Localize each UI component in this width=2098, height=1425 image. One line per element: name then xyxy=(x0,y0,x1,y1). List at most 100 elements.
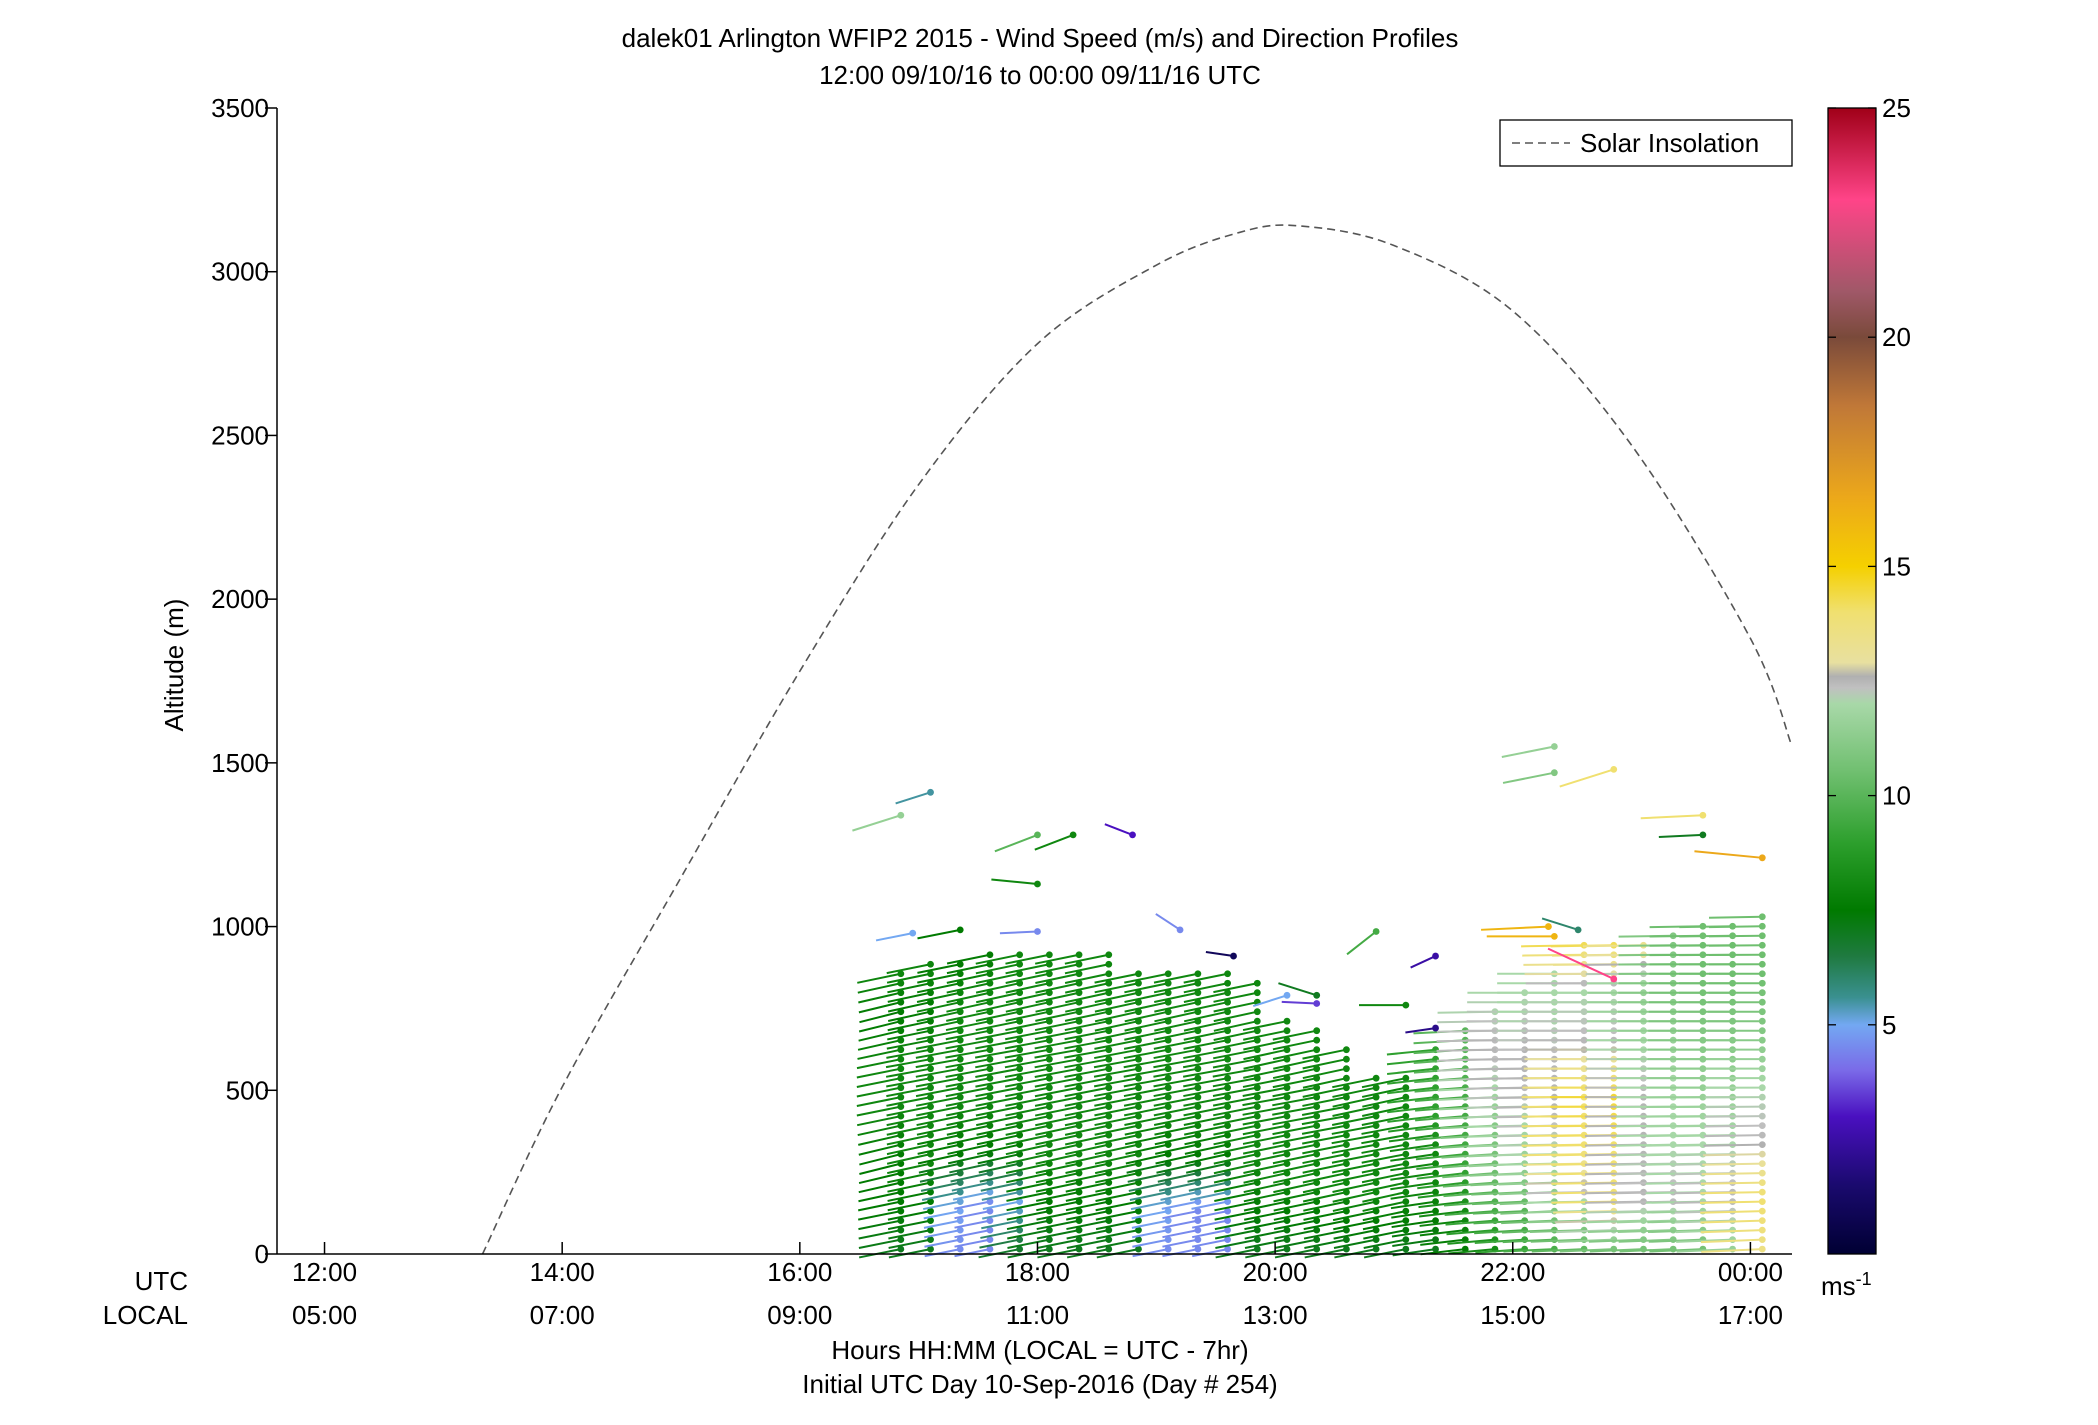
wind-barb-dot xyxy=(1545,923,1552,930)
wind-barb xyxy=(1702,1160,1766,1168)
wind-barb xyxy=(1302,1150,1350,1165)
wind-barb xyxy=(1034,1065,1083,1078)
wind-barb xyxy=(1066,1207,1113,1221)
wind-barb-dot xyxy=(1105,1198,1113,1206)
wind-barb xyxy=(1004,1065,1053,1078)
wind-barb xyxy=(1303,1217,1350,1231)
wind-barb-shaft xyxy=(1094,1086,1139,1098)
wind-barb-dot xyxy=(1283,1074,1291,1082)
wind-barb xyxy=(1214,1217,1261,1231)
wind-barb xyxy=(895,788,934,805)
wind-barb-shaft xyxy=(1094,972,1139,984)
wind-barb xyxy=(1007,1226,1053,1240)
wind-barb xyxy=(1709,922,1766,930)
wind-barb-shaft xyxy=(946,953,991,965)
wind-barb-shaft xyxy=(1154,1134,1199,1146)
wind-barb xyxy=(945,1093,994,1107)
wind-barb xyxy=(1205,950,1237,960)
wind-barb-dot xyxy=(927,1046,934,1054)
wind-barb-dot xyxy=(1135,1179,1142,1187)
wind-barb-shaft xyxy=(887,982,931,994)
wind-barb-shaft xyxy=(1124,982,1169,994)
wind-barb-shaft xyxy=(994,833,1038,853)
wind-barb-shaft xyxy=(1390,1191,1436,1200)
wind-barb-dot xyxy=(1045,979,1053,987)
wind-barb-shaft xyxy=(945,1039,991,1050)
wind-barb-shaft xyxy=(954,1238,991,1248)
wind-barb xyxy=(1093,1074,1142,1088)
wind-barb-shaft xyxy=(1442,1172,1496,1179)
wind-barb-shaft xyxy=(915,1096,961,1107)
wind-barb xyxy=(982,1207,1024,1220)
wind-barb xyxy=(1243,1160,1291,1174)
wind-barb-dot xyxy=(1580,1236,1588,1243)
local-row-label: LOCAL xyxy=(103,1300,188,1330)
wind-barb-shaft xyxy=(1361,1134,1407,1145)
wind-barb-dot xyxy=(956,1055,964,1063)
wind-barb xyxy=(1183,1112,1231,1127)
wind-barb-shaft xyxy=(1332,1200,1377,1212)
wind-barb-shaft xyxy=(919,1172,961,1183)
wind-barb-dot xyxy=(1283,1055,1291,1063)
wind-barb-dot xyxy=(1343,1217,1350,1225)
wind-barb-shaft xyxy=(1094,1039,1139,1050)
wind-barb-shaft xyxy=(1094,1162,1139,1175)
wind-barb-dot xyxy=(1283,1093,1291,1101)
wind-barb-dot xyxy=(897,989,905,997)
wind-barb-dot xyxy=(1669,1236,1677,1243)
wind-barb xyxy=(945,1017,994,1032)
wind-barb-shaft xyxy=(1302,1134,1347,1145)
wind-barb-dot xyxy=(1313,1122,1321,1130)
wind-barb-dot xyxy=(1758,1131,1766,1139)
wind-barb xyxy=(1708,960,1766,968)
wind-barb-dot xyxy=(1253,1084,1261,1092)
wind-barb-shaft xyxy=(1588,1238,1644,1243)
wind-barb xyxy=(1708,998,1766,1006)
wind-barb-dot xyxy=(1075,1198,1083,1206)
wind-barb xyxy=(1213,1131,1261,1146)
wind-barb-shaft xyxy=(1700,1219,1763,1224)
wind-barb-shaft xyxy=(887,1029,931,1041)
wind-barb-dot xyxy=(1069,831,1077,839)
wind-barb xyxy=(975,1084,1024,1098)
wind-barb-dot xyxy=(1224,1236,1231,1243)
wind-barb-shaft xyxy=(1361,1077,1407,1089)
wind-barb xyxy=(1704,1112,1766,1120)
wind-barb-dot xyxy=(1283,1036,1291,1044)
wind-barb-dot xyxy=(1105,1036,1113,1044)
wind-barb-shaft xyxy=(1036,1229,1080,1240)
wind-barb-shaft xyxy=(1214,1200,1258,1212)
wind-barb xyxy=(1502,769,1558,784)
wind-barb-shaft xyxy=(858,1029,902,1042)
wind-barb-shaft xyxy=(1095,1181,1139,1193)
wind-barb-dot xyxy=(956,1198,964,1206)
wind-barb-dot xyxy=(897,970,905,978)
wind-barb xyxy=(1064,951,1113,965)
wind-barb xyxy=(858,1179,905,1194)
wind-barb xyxy=(1242,1131,1291,1145)
wind-barb-dot xyxy=(956,960,964,968)
wind-barb-shaft xyxy=(1124,1001,1169,1013)
wind-barb xyxy=(1361,1112,1410,1126)
wind-barb-shaft xyxy=(1213,1181,1258,1193)
wind-barb xyxy=(1095,1198,1142,1212)
wind-barb xyxy=(924,1236,964,1248)
wind-barb-shaft xyxy=(1123,1048,1169,1060)
wind-barb xyxy=(856,1103,905,1117)
wind-barb-shaft xyxy=(1443,1200,1496,1207)
wind-barb xyxy=(917,1141,964,1155)
wind-barb xyxy=(886,970,934,984)
wind-barb-dot xyxy=(1343,1179,1350,1187)
wind-barb-shaft xyxy=(1191,1238,1228,1248)
wind-barb xyxy=(1123,1103,1172,1117)
wind-barb xyxy=(1705,1084,1766,1092)
wind-barb-shaft xyxy=(1005,1115,1050,1127)
wind-barb-dot xyxy=(1253,1122,1261,1130)
wind-barb-shaft xyxy=(1124,1134,1169,1146)
wind-barb-dot xyxy=(927,1055,934,1063)
wind-barb xyxy=(1362,1093,1410,1108)
wind-barb-shaft xyxy=(1214,1229,1258,1240)
wind-barb xyxy=(991,878,1041,888)
wind-barb-shaft xyxy=(1213,1172,1258,1184)
wind-barb-dot xyxy=(1016,1103,1024,1111)
